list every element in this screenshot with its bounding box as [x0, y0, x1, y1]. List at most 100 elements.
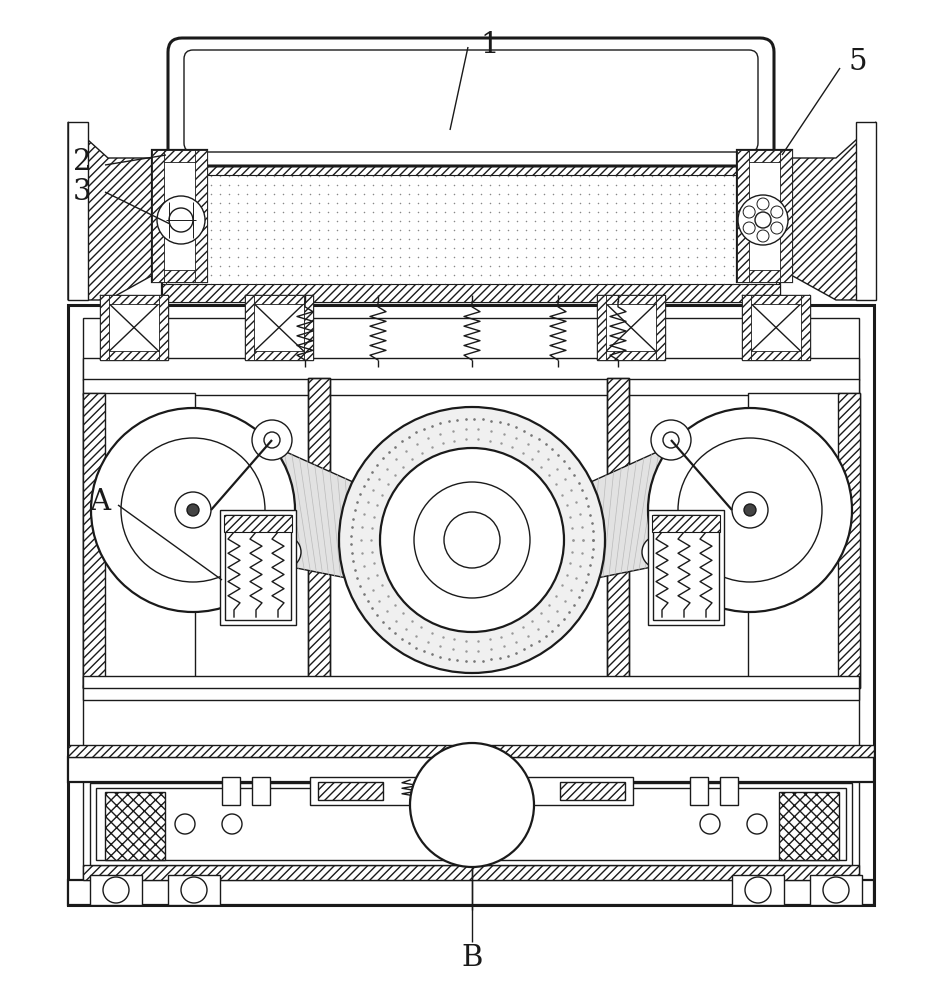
Bar	[152, 150, 164, 282]
Bar	[96, 788, 846, 860]
Bar	[68, 757, 874, 782]
Bar	[737, 150, 792, 282]
Bar	[656, 295, 665, 360]
Circle shape	[745, 877, 771, 903]
Bar	[308, 378, 330, 688]
Text: B: B	[462, 944, 482, 972]
Bar	[162, 157, 780, 302]
Circle shape	[678, 438, 822, 582]
Bar	[68, 880, 874, 905]
Circle shape	[175, 492, 211, 528]
Circle shape	[380, 448, 564, 632]
Bar	[245, 295, 313, 304]
Circle shape	[187, 504, 199, 516]
Bar	[856, 122, 876, 300]
Circle shape	[181, 877, 207, 903]
Bar	[83, 685, 859, 700]
Bar	[780, 150, 792, 282]
Circle shape	[157, 196, 205, 244]
Bar	[742, 295, 810, 360]
Bar	[607, 378, 629, 688]
Bar	[68, 122, 88, 300]
Bar	[166, 175, 776, 284]
Bar	[225, 515, 291, 620]
Circle shape	[663, 432, 679, 448]
Bar	[90, 875, 142, 905]
Circle shape	[747, 814, 767, 834]
Bar	[653, 515, 719, 620]
Circle shape	[744, 504, 756, 516]
Circle shape	[738, 195, 788, 245]
Bar	[810, 875, 862, 905]
Bar	[245, 295, 254, 360]
Circle shape	[222, 814, 242, 834]
Circle shape	[175, 814, 195, 834]
Bar	[737, 150, 792, 162]
Text: 2: 2	[73, 148, 92, 176]
Bar	[220, 510, 296, 625]
Bar	[224, 515, 292, 532]
Bar	[310, 777, 633, 805]
Bar	[742, 295, 751, 360]
Polygon shape	[255, 438, 382, 585]
Bar	[742, 295, 810, 304]
Circle shape	[414, 482, 530, 598]
Bar	[720, 777, 738, 805]
Circle shape	[169, 208, 193, 232]
Bar	[245, 351, 313, 360]
Bar	[83, 865, 859, 880]
Bar	[690, 777, 708, 805]
Bar	[743, 156, 786, 276]
Circle shape	[252, 420, 292, 460]
Circle shape	[264, 432, 280, 448]
Bar	[83, 379, 859, 395]
Circle shape	[91, 408, 295, 612]
Bar	[304, 295, 313, 360]
Bar	[100, 295, 168, 360]
Bar	[90, 783, 852, 865]
Bar	[83, 358, 859, 380]
Circle shape	[700, 814, 720, 834]
Circle shape	[642, 536, 674, 568]
Bar	[152, 270, 207, 282]
Bar	[162, 284, 780, 302]
Text: 5: 5	[849, 48, 868, 76]
Circle shape	[648, 408, 852, 612]
FancyBboxPatch shape	[168, 38, 774, 166]
Polygon shape	[68, 122, 162, 300]
Circle shape	[444, 512, 500, 568]
Bar	[195, 150, 207, 282]
Circle shape	[757, 198, 769, 210]
Bar	[152, 150, 207, 282]
Text: 3: 3	[73, 178, 92, 206]
Bar	[245, 295, 313, 360]
Bar	[737, 150, 749, 282]
Bar	[560, 782, 625, 800]
Circle shape	[103, 877, 129, 903]
Bar	[83, 393, 105, 688]
Bar	[105, 792, 165, 860]
Bar	[737, 270, 792, 282]
Circle shape	[269, 536, 301, 568]
Bar	[732, 875, 784, 905]
Bar	[318, 782, 383, 800]
Bar	[440, 783, 502, 803]
Bar	[83, 318, 859, 892]
Bar	[801, 295, 810, 360]
Circle shape	[755, 212, 771, 228]
Bar	[838, 393, 860, 688]
Bar	[68, 305, 874, 905]
Circle shape	[410, 743, 534, 867]
Text: 1: 1	[480, 31, 499, 59]
Bar	[597, 351, 665, 360]
Bar	[100, 351, 168, 360]
Bar	[222, 777, 240, 805]
FancyBboxPatch shape	[184, 50, 758, 152]
Circle shape	[771, 222, 783, 234]
Bar	[597, 295, 665, 360]
Bar	[100, 295, 109, 360]
Polygon shape	[782, 122, 876, 300]
Bar	[742, 351, 810, 360]
Bar	[597, 295, 665, 304]
Text: A: A	[90, 488, 110, 516]
